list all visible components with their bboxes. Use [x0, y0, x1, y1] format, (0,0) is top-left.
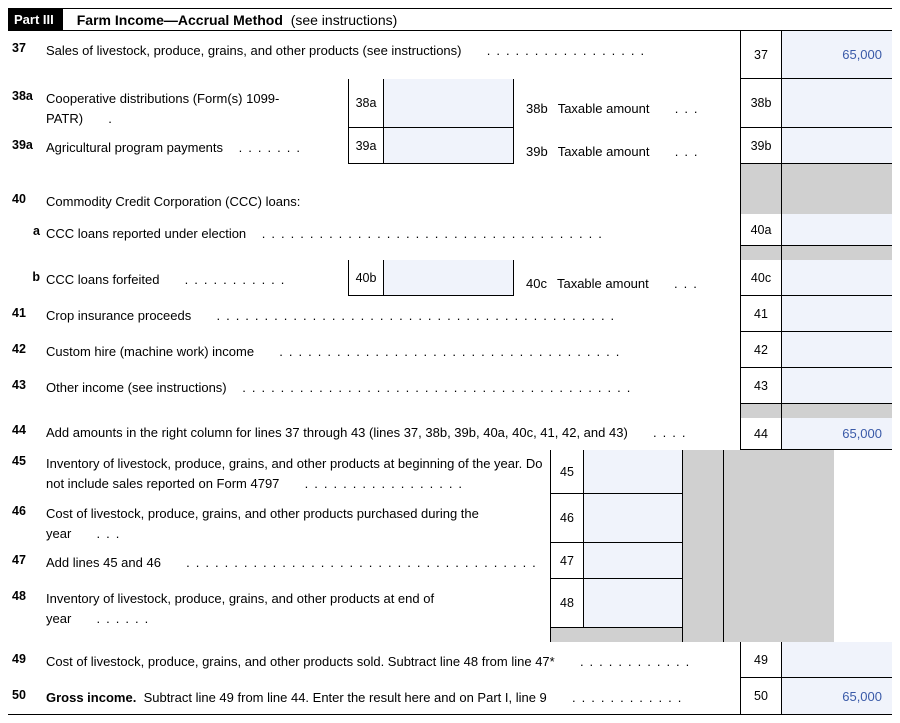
line-39a-input[interactable] — [384, 128, 514, 164]
line-43-desc: Other income (see instructions) ........… — [46, 368, 740, 404]
line-no-37: 37 — [8, 31, 46, 79]
line-49-desc: Cost of livestock, produce, grains, and … — [46, 642, 740, 678]
line-no-38a: 38a — [8, 79, 46, 128]
line-48-input[interactable] — [584, 579, 682, 628]
line-38a: 38a Cooperative distributions (Form(s) 1… — [8, 79, 892, 128]
line-45: 45 Inventory of livestock, produce, grai… — [8, 450, 892, 494]
line-45-desc: Inventory of livestock, produce, grains,… — [46, 450, 550, 494]
line-41-desc: Crop insurance proceeds ................… — [46, 296, 740, 332]
line-45-box-label: 45 — [550, 450, 584, 494]
line-44-desc: Add amounts in the right column for line… — [46, 418, 740, 450]
line-39b-box-label: 39b — [740, 128, 782, 164]
line-49: 49 Cost of livestock, produce, grains, a… — [8, 642, 892, 678]
line-39b-value[interactable] — [782, 128, 892, 164]
line-38b-segment: 38b Taxable amount ... — [514, 79, 740, 128]
line-41-value[interactable] — [782, 296, 892, 332]
spacer-40a — [8, 246, 892, 260]
line-42-box-label: 42 — [740, 332, 782, 368]
line-42: 42 Custom hire (machine work) income ...… — [8, 332, 892, 368]
line-50-box-label: 50 — [740, 678, 782, 714]
line-44-box-label: 44 — [740, 418, 782, 450]
line-46-input[interactable] — [584, 494, 682, 543]
line-46: 46 Cost of livestock, produce, grains, a… — [8, 494, 892, 543]
line-43: 43 Other income (see instructions) .....… — [8, 368, 892, 404]
line-no-42: 42 — [8, 332, 46, 368]
line-38a-input[interactable] — [384, 79, 514, 128]
part-title: Farm Income—Accrual Method (see instruct… — [63, 12, 398, 28]
line-40a-value[interactable] — [782, 214, 892, 246]
line-38b-value[interactable] — [782, 79, 892, 128]
line-50-desc: Gross income. Subtract line 49 from line… — [46, 678, 740, 714]
line-42-desc: Custom hire (machine work) income ......… — [46, 332, 740, 368]
line-no-45: 45 — [8, 450, 46, 494]
line-no-43: 43 — [8, 368, 46, 404]
line-47: 47 Add lines 45 and 46 .................… — [8, 543, 892, 579]
line-49-box-label: 49 — [740, 642, 782, 678]
line-no-40b: b — [8, 260, 46, 296]
spacer-48 — [8, 628, 892, 642]
spacer-43 — [8, 404, 892, 418]
line-45-input[interactable] — [584, 450, 682, 494]
line-40a-box-label: 40a — [740, 214, 782, 246]
line-40b-input[interactable] — [384, 260, 514, 296]
line-39a-desc: Agricultural program payments ....... — [46, 128, 348, 164]
line-40a-desc: CCC loans reported under election ......… — [46, 214, 740, 246]
line-46-desc: Cost of livestock, produce, grains, and … — [46, 494, 550, 543]
line-50-value[interactable]: 65,000 — [782, 678, 892, 714]
form-part-iii: Part III Farm Income—Accrual Method (see… — [8, 8, 892, 715]
line-47-input[interactable] — [584, 543, 682, 579]
line-39a: 39a Agricultural program payments ......… — [8, 128, 892, 164]
part-header: Part III Farm Income—Accrual Method (see… — [8, 9, 892, 31]
line-38a-box-label: 38a — [348, 79, 384, 128]
part-badge: Part III — [8, 9, 63, 30]
line-37: 37 Sales of livestock, produce, grains, … — [8, 31, 892, 79]
line-40c-segment: 40c Taxable amount ... — [514, 260, 740, 296]
line-47-desc: Add lines 45 and 46 ....................… — [46, 543, 550, 579]
line-no-39a: 39a — [8, 128, 46, 164]
line-no-47: 47 — [8, 543, 46, 579]
line-39a-box-label: 39a — [348, 128, 384, 164]
line-no-41: 41 — [8, 296, 46, 332]
line-44-value[interactable]: 65,000 — [782, 418, 892, 450]
line-48: 48 Inventory of livestock, produce, grai… — [8, 579, 892, 628]
line-48-box-label: 48 — [550, 579, 584, 628]
line-37-box-label: 37 — [740, 31, 782, 79]
line-40b-box-label: 40b — [348, 260, 384, 296]
line-no-48: 48 — [8, 579, 46, 628]
line-39b-segment: 39b Taxable amount ... — [514, 128, 740, 164]
line-no-50: 50 — [8, 678, 46, 714]
line-38b-box-label: 38b — [740, 79, 782, 128]
line-40-desc: Commodity Credit Corporation (CCC) loans… — [46, 182, 740, 214]
line-40a: a CCC loans reported under election ....… — [8, 214, 892, 246]
line-43-value[interactable] — [782, 368, 892, 404]
line-48-desc: Inventory of livestock, produce, grains,… — [46, 579, 550, 628]
line-40: 40 Commodity Credit Corporation (CCC) lo… — [8, 182, 892, 214]
part-title-bold: Farm Income—Accrual Method — [77, 12, 283, 28]
line-41-box-label: 41 — [740, 296, 782, 332]
line-43-box-label: 43 — [740, 368, 782, 404]
spacer-39 — [8, 164, 892, 182]
line-50: 50 Gross income. Subtract line 49 from l… — [8, 678, 892, 714]
line-no-44: 44 — [8, 418, 46, 450]
line-44: 44 Add amounts in the right column for l… — [8, 418, 892, 450]
line-37-desc: Sales of livestock, produce, grains, and… — [46, 31, 740, 79]
line-37-value[interactable]: 65,000 — [782, 31, 892, 79]
line-40b-desc: CCC loans forfeited ........... — [46, 260, 348, 296]
line-38a-desc: Cooperative distributions (Form(s) 1099-… — [46, 79, 348, 128]
line-40c-box-label: 40c — [740, 260, 782, 296]
line-no-49: 49 — [8, 642, 46, 678]
line-49-value[interactable] — [782, 642, 892, 678]
line-41: 41 Crop insurance proceeds .............… — [8, 296, 892, 332]
line-47-box-label: 47 — [550, 543, 584, 579]
line-42-value[interactable] — [782, 332, 892, 368]
line-no-40: 40 — [8, 182, 46, 214]
line-40b: b CCC loans forfeited ........... 40b 40… — [8, 260, 892, 296]
line-no-46: 46 — [8, 494, 46, 543]
line-40c-value[interactable] — [782, 260, 892, 296]
line-46-box-label: 46 — [550, 494, 584, 543]
line-no-40a: a — [8, 214, 46, 246]
